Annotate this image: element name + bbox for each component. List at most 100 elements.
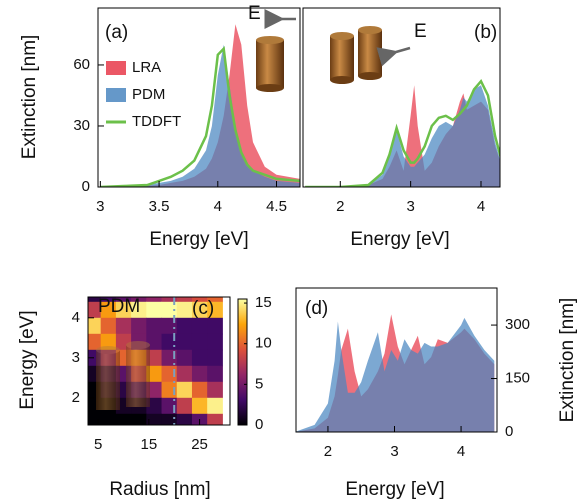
heat-cell — [100, 413, 117, 425]
area — [100, 24, 300, 187]
annotation: (d) — [305, 298, 328, 319]
heat-cell — [146, 349, 163, 367]
x-tick-label: 3 — [406, 198, 414, 215]
x-tick-label: 4.5 — [266, 198, 287, 215]
y-axis-label: Extinction [nm] — [557, 298, 578, 423]
axes-frame — [295, 287, 498, 433]
heat-cell — [115, 301, 132, 319]
heat-cell — [115, 413, 132, 425]
colorbar-tick-label: 0 — [255, 416, 263, 433]
heat-cell — [176, 333, 193, 351]
legend-label: PDM — [132, 86, 165, 103]
legend-swatch — [106, 88, 126, 102]
heat-cell — [191, 317, 208, 335]
x-tick-label: 3 — [390, 443, 398, 460]
heat-cell — [161, 301, 178, 319]
legend-swatch — [106, 61, 126, 75]
heat-cell — [146, 397, 163, 415]
y-axis-label: Energy [eV] — [17, 310, 38, 409]
heat-cell — [146, 297, 163, 303]
annotation: (c) — [192, 298, 214, 319]
heat-cell — [88, 301, 102, 319]
heat-cell — [207, 301, 223, 319]
heat-cell — [207, 297, 223, 303]
y-tick-label: 0 — [505, 423, 513, 440]
heat-cell — [131, 297, 147, 303]
heat-cell — [146, 381, 163, 399]
y-axis-label: Extinction [nm] — [19, 35, 40, 160]
x-tick-label: 4 — [477, 198, 485, 215]
heat-cell — [191, 381, 208, 399]
heat-cell — [146, 301, 163, 319]
x-axis-label: Energy [eV] — [149, 229, 248, 250]
heat-cell — [191, 301, 208, 319]
heat-cell — [146, 333, 163, 351]
line — [100, 45, 300, 187]
heat-cell — [207, 365, 223, 383]
x-tick-label: 2 — [336, 198, 344, 215]
heat-cell — [88, 297, 102, 303]
x-tick-label: 5 — [94, 436, 102, 453]
panel: 2 3 4 Energy [eV] (b) E — [302, 7, 501, 250]
plot-area — [296, 314, 495, 432]
colorbar — [237, 298, 248, 426]
heat-cell — [191, 349, 208, 367]
y-tick-label: 2 — [72, 389, 80, 406]
heat-cell — [100, 333, 117, 351]
x-tick-label: 3.5 — [149, 198, 170, 215]
heat-cell — [176, 349, 193, 367]
x-tick-label: 3 — [96, 198, 104, 215]
heat-cell — [176, 297, 193, 303]
y-tick-label: 150 — [505, 370, 530, 387]
heat-cell — [100, 317, 117, 335]
axes-frame — [87, 296, 231, 426]
cylinder-pair-icon — [330, 26, 411, 84]
area — [296, 317, 495, 432]
panel: 2 3 4 0 150 300 Energy [eV] Extinction [nm] (d) — [295, 287, 578, 499]
y-tick-label: 4 — [72, 309, 80, 326]
heat-cell — [207, 317, 223, 335]
cylinder-pair-icon-faded — [96, 341, 150, 410]
colorbar-tick-label: 10 — [255, 335, 272, 352]
heat-cell — [115, 317, 132, 335]
heat-cell — [207, 381, 223, 399]
heat-cell — [176, 381, 193, 399]
annotation: E — [248, 3, 261, 24]
heat-cell — [176, 301, 193, 319]
annotation: PDM — [98, 296, 140, 317]
y-tick-label: 30 — [73, 117, 90, 134]
area — [305, 85, 500, 187]
colorbar-tick-label: 5 — [255, 375, 263, 392]
heat-cell — [207, 397, 223, 415]
cylinder-icon — [256, 9, 296, 92]
heat-cell — [100, 301, 117, 319]
x-axis-label: Energy [eV] — [350, 229, 449, 250]
heat-cell — [207, 413, 223, 425]
heat-cell — [207, 349, 223, 367]
legend-label: TDDFT — [132, 113, 181, 130]
heat-cell — [176, 413, 193, 425]
panel: 3 3.5 4 4.5 0 30 60 Energy [eV] Extinction [nm] (… — [19, 3, 301, 250]
heat-cell — [176, 365, 193, 383]
heat-cell — [191, 297, 208, 303]
heat-cell — [88, 317, 102, 335]
x-tick-label: 2 — [324, 443, 332, 460]
y-tick-label: 60 — [73, 56, 90, 73]
heat-cell — [131, 317, 147, 335]
axes-frame — [302, 7, 501, 188]
x-axis-label: Radius [nm] — [109, 479, 210, 499]
legend-label: LRA — [132, 59, 161, 76]
heat-cell — [161, 297, 178, 303]
annotation: (a) — [105, 22, 128, 43]
heat-cell — [100, 297, 117, 303]
x-tick-label: 4 — [457, 443, 465, 460]
heat-cell — [161, 413, 178, 425]
line — [305, 78, 500, 187]
heat-cell — [88, 333, 102, 351]
annotation: E — [414, 21, 427, 42]
heat-cell — [191, 333, 208, 351]
plot-area — [100, 24, 300, 187]
y-tick-label: 300 — [505, 316, 530, 333]
x-axis-label: Energy [eV] — [345, 479, 444, 499]
